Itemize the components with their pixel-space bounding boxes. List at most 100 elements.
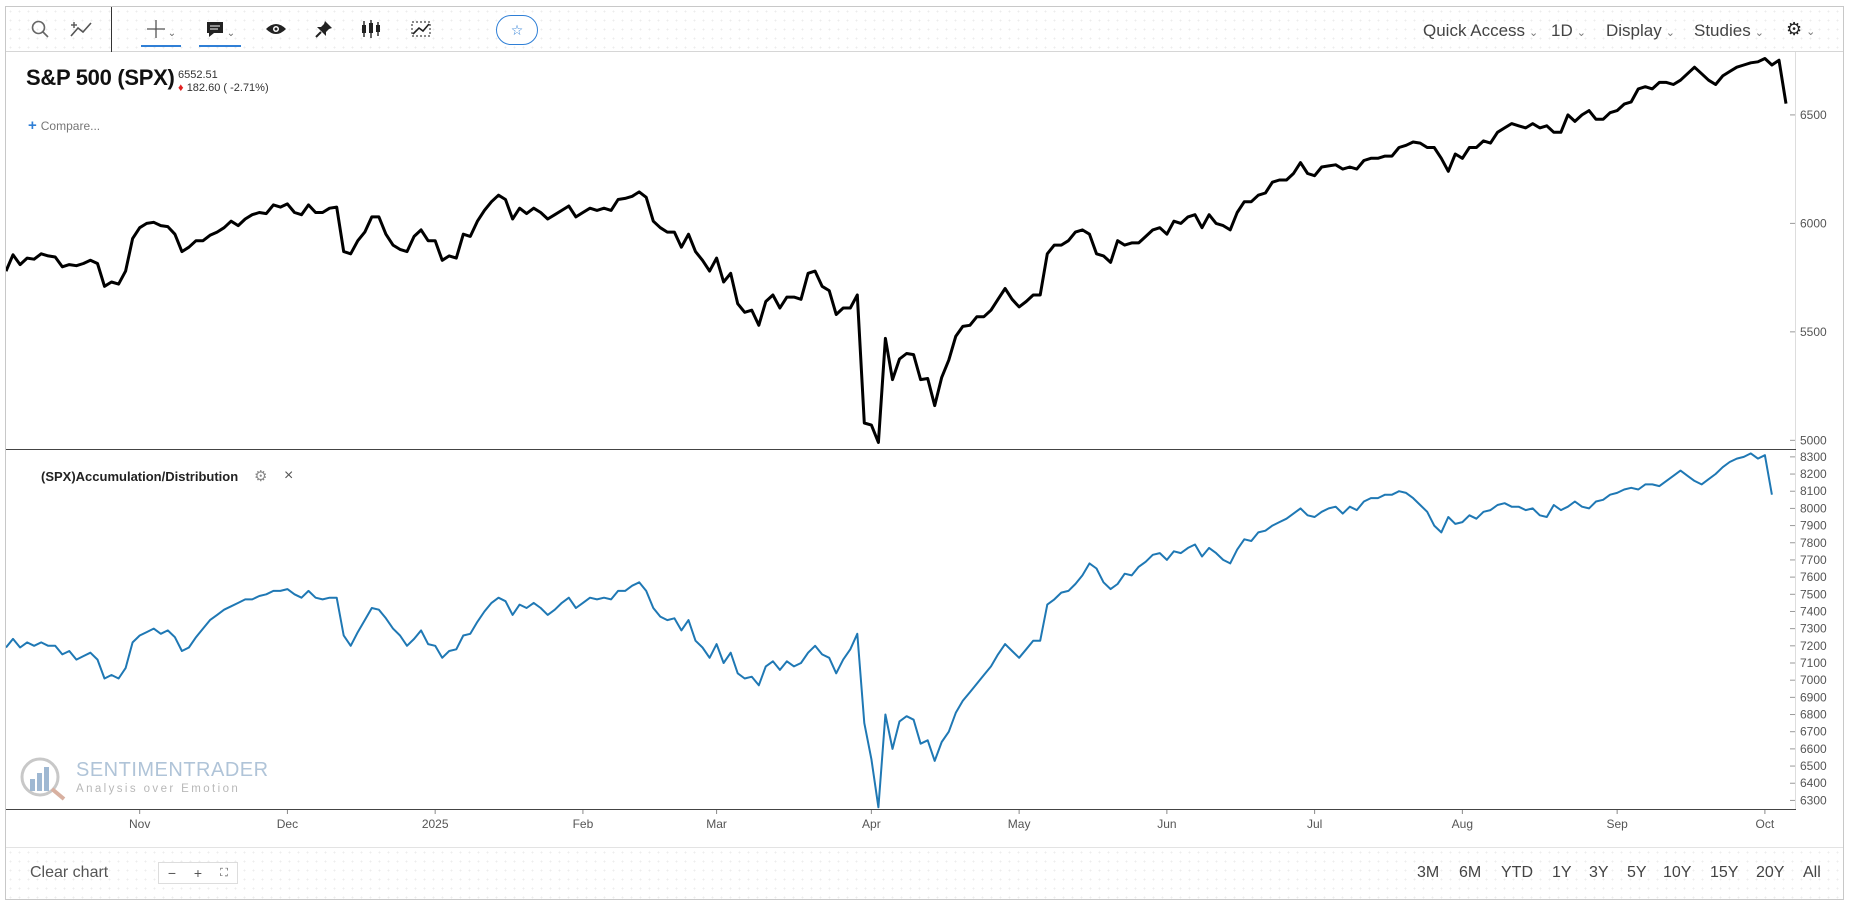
annotation-icon [206,22,223,37]
gear-icon: ⚙ [1786,19,1803,39]
clear-chart-button[interactable]: Clear chart [30,864,109,881]
ad-ytick-label: 6800 [1800,708,1827,722]
xtick-label: Feb [573,817,594,831]
price-series-line [6,57,1788,444]
ad-ytick-label: 7600 [1800,570,1827,584]
toolbar: ⌄ ⌄ ☆ Quick Access ⌄ 1D ⌄ Displa [6,7,1843,52]
range-3y[interactable]: 3Y [1589,864,1609,881]
chevron-down-icon: ⌄ [226,27,236,39]
xtick-label: Apr [862,817,881,831]
price-ytick-label: 6500 [1800,108,1827,122]
xtick-label: Dec [277,817,298,831]
xtick-label: Jul [1307,817,1322,831]
pane-divider[interactable] [6,449,1796,450]
xtick-label: Sep [1606,817,1628,831]
ad-ytick-label: 6300 [1800,793,1827,807]
range-1y[interactable]: 1Y [1552,864,1572,881]
compare-label: Compare... [40,119,101,133]
y-axis-border [1795,52,1796,809]
chevron-down-icon: ⌄ [1576,27,1586,39]
menu-interval[interactable]: 1D ⌄ [1551,21,1586,40]
ticker-price: 6552.51 [178,69,218,81]
menu-studies[interactable]: Studies ⌄ [1694,21,1764,40]
watermark-name: SENTIMENTRADER [76,759,269,781]
xtick-label: Nov [129,817,150,831]
chart-canvas[interactable]: 5000 5500 6000 6500 6300 6400 6500 6600 6700 680… [6,52,1842,850]
chevron-down-icon: ⌄ [167,27,177,39]
zoom-in-button[interactable]: + [193,865,203,881]
range-15y[interactable]: 15Y [1710,864,1739,881]
ad-ytick-label: 7400 [1800,604,1827,618]
crosshair-icon [146,20,165,38]
price-ytick-label: 5500 [1800,325,1827,339]
active-underline [199,45,241,47]
xtick-label: 2025 [422,817,449,831]
price-ytick-label: 6000 [1800,216,1827,230]
fullscreen-button[interactable]: ⛶ [220,866,228,879]
ad-ytick-label: 8200 [1800,467,1827,481]
settings-menu[interactable]: ⚙ ⌄ [1786,19,1815,40]
eye-icon[interactable] [261,15,291,43]
annotation-tool[interactable]: ⌄ [199,15,241,47]
ad-ytick-label: 7800 [1800,536,1827,550]
menu-display[interactable]: Display ⌄ [1606,21,1675,40]
ad-ytick-label: 6400 [1800,776,1827,790]
plus-icon: + [28,117,37,134]
zoom-out-button[interactable]: − [167,865,177,881]
ticker-title: S&P 500 (SPX) [26,65,175,90]
zoom-controls: − + ⛶ [158,862,238,884]
pin-icon[interactable] [309,15,339,43]
ad-ytick-label: 6600 [1800,742,1827,756]
range-5y[interactable]: 5Y [1627,864,1647,881]
search-icon[interactable] [26,15,54,43]
xtick-label: Aug [1452,817,1473,831]
star-icon: ☆ [510,21,524,38]
chevron-down-icon: ⌄ [1665,27,1675,39]
range-3m[interactable]: 3M [1417,864,1440,881]
chevron-down-icon: ⌄ [1806,26,1816,38]
active-underline [141,45,181,47]
sentimentrader-logo-icon [20,757,66,801]
compare-button[interactable]: + Compare... [28,117,100,134]
xtick-label: Mar [706,817,727,831]
range-10y[interactable]: 10Y [1663,864,1692,881]
ticker-change-value: 182.60 ( -2.71%) [186,82,269,94]
chevron-down-icon: ⌄ [1754,27,1764,39]
watermark-tagline: Analysis over Emotion [76,783,241,795]
study-close-icon[interactable]: × [284,467,294,484]
study-settings-gear-icon[interactable]: ⚙ [254,468,268,485]
ad-ytick-label: 8300 [1800,450,1827,464]
xtick-label: May [1008,817,1031,831]
price-ytick-label: 5000 [1800,433,1827,447]
draw-line-icon[interactable] [66,15,96,43]
indicator-icon[interactable] [406,15,436,43]
ad-ytick-label: 8000 [1800,501,1827,515]
crosshair-tool[interactable]: ⌄ [141,15,181,47]
xtick-label: Jun [1157,817,1176,831]
range-6m[interactable]: 6M [1459,864,1482,881]
xtick-label: Oct [1756,817,1775,831]
ad-ytick-label: 7700 [1800,553,1827,567]
ad-ytick-label: 6500 [1800,759,1827,773]
ad-ytick-label: 6900 [1800,690,1827,704]
ad-ytick-label: 7100 [1800,656,1827,670]
favorites-button[interactable]: ☆ [496,15,538,45]
ad-series-line [6,452,1773,809]
candlestick-icon[interactable] [356,15,386,43]
range-ytd[interactable]: YTD [1501,864,1533,881]
ad-ytick-label: 6700 [1800,725,1827,739]
range-20y[interactable]: 20Y [1756,864,1785,881]
chevron-down-icon: ⌄ [1529,27,1539,39]
down-arrow-icon: ♦ [178,82,184,94]
ad-ytick-label: 7000 [1800,673,1827,687]
menu-quick-access[interactable]: Quick Access ⌄ [1423,21,1539,40]
ad-ytick-label: 7200 [1800,639,1827,653]
ad-ytick-label: 7500 [1800,587,1827,601]
x-axis-line [6,809,1796,810]
study-label: (SPX)Accumulation/Distribution [41,469,239,484]
ticker-change: ♦ 182.60 ( -2.71%) [178,82,269,94]
ad-ytick-label: 8100 [1800,484,1827,498]
range-all[interactable]: All [1803,864,1821,881]
ad-ytick-label: 7900 [1800,519,1827,533]
ad-ytick-label: 7300 [1800,622,1827,636]
